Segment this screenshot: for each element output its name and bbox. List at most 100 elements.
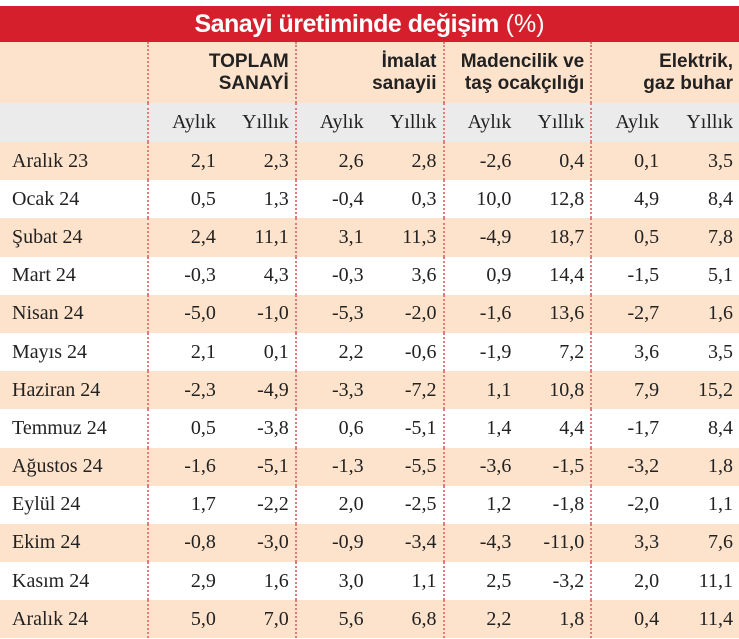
row-label: Aralık 24 — [0, 600, 148, 639]
group-header: Elektrik, gaz buhar — [590, 42, 739, 103]
value-cell: -3,2 — [552, 569, 585, 592]
value-cell: -0,3 — [147, 256, 222, 295]
value-cell: -2,0 — [369, 294, 444, 333]
value-cell: 2,4 — [147, 218, 222, 257]
subheader: Yıllık — [665, 103, 739, 142]
value-cell: -3,6 — [442, 447, 518, 486]
value-cell: -5,3 — [294, 294, 370, 333]
row-label: Eylül 24 — [12, 493, 81, 516]
value-cell: 1,4 — [442, 409, 518, 448]
row-label: Ağustos 24 — [0, 447, 148, 486]
group-header-line: TOPLAM — [208, 50, 289, 72]
data-row: Kasım 24 2,9 1,6 3,0 1,1 2,5 -3,2 2,0 11,1 — [0, 562, 739, 601]
value-cell: 1,3 — [263, 187, 289, 210]
data-row: Nisan 24 -5,0 -1,0 -5,3 -2,0 -1,6 13,6 -2,7 1,6 — [0, 294, 739, 333]
value-cell: 3,6 — [590, 332, 666, 372]
value-cell: 1,1 — [442, 371, 518, 410]
data-row: Aralık 23 2,1 2,3 2,6 2,8 -2,6 0,4 0,1 3,5 — [0, 142, 739, 181]
data-row: Ekim 24 -0,8 -3,0 -0,9 -3,4 -4,3 -11,0 3,3 7,6 — [0, 523, 739, 563]
row-label: Haziran 24 — [0, 371, 148, 410]
value-cell: -5,1 — [404, 416, 437, 439]
data-row: Eylül 24 1,7 -2,2 2,0 -2,5 1,2 -1,8 -2,0 1,1 — [0, 485, 739, 524]
row-label: Temmuz 24 — [12, 416, 107, 439]
value-cell: 0,6 — [294, 409, 370, 448]
value-cell: 10,8 — [517, 371, 592, 410]
value-cell: 1,8 — [517, 600, 592, 639]
subheader: Yıllık — [517, 103, 592, 142]
value-cell: 1,2 — [442, 485, 518, 524]
corner-cell — [0, 42, 148, 103]
group-header-line: Elektrik, — [659, 50, 733, 72]
row-label: Ocak 24 — [12, 187, 80, 210]
row-label: Mayıs 24 — [12, 340, 87, 363]
data-row: Şubat 24 2,4 11,1 3,1 11,3 -4,9 18,7 0,5 7,8 — [0, 218, 739, 257]
value-cell: 0,1 — [263, 340, 289, 363]
value-cell: 8,4 — [708, 416, 733, 439]
value-cell: 7,9 — [590, 371, 666, 410]
value-cell: -5,1 — [221, 447, 296, 486]
value-cell: -1,0 — [221, 294, 296, 333]
value-cell: 0,5 — [590, 218, 666, 257]
value-cell: 2,5 — [442, 562, 518, 601]
row-label: Ekim 24 — [0, 523, 148, 563]
value-cell: 1,8 — [665, 447, 739, 486]
value-cell: 4,3 — [263, 264, 289, 287]
value-cell: 11,3 — [369, 218, 444, 257]
value-cell: 2,3 — [221, 142, 296, 181]
value-cell: -2,2 — [257, 493, 289, 516]
subheader: Aylık — [590, 103, 666, 142]
value-cell: 0,5 — [147, 409, 222, 448]
value-cell: -1,3 — [294, 447, 370, 486]
value-cell: 3,5 — [665, 142, 739, 181]
value-cell: 11,1 — [698, 569, 733, 592]
value-cell: 0,4 — [517, 142, 592, 181]
value-cell: 1,1 — [411, 569, 437, 592]
value-cell: 5,1 — [708, 264, 733, 287]
row-label: Mart 24 — [12, 264, 76, 287]
subheader: Aylık — [294, 103, 370, 142]
value-cell: 0,4 — [590, 600, 666, 639]
group-header-line: SANAYİ — [218, 72, 289, 94]
value-cell: 15,2 — [665, 371, 739, 410]
value-cell: 18,7 — [517, 218, 592, 257]
group-header-line: sanayii — [372, 72, 437, 94]
corner-cell — [0, 103, 148, 142]
value-cell: 5,6 — [294, 600, 370, 639]
value-cell: -0,8 — [147, 523, 222, 563]
value-cell: 0,3 — [411, 187, 437, 210]
row-label: Kasım 24 — [12, 569, 90, 592]
value-cell: 3,3 — [590, 523, 666, 563]
value-cell: 0,5 — [147, 180, 222, 219]
value-cell: 2,1 — [147, 142, 222, 181]
value-cell: 0,1 — [590, 142, 666, 181]
data-row: Aralık 24 5,0 7,0 5,6 6,8 2,2 1,8 0,4 11,4 — [0, 600, 739, 639]
value-cell: -5,0 — [147, 294, 222, 333]
value-cell: -4,9 — [442, 218, 518, 257]
value-cell: 7,0 — [221, 600, 296, 639]
value-cell: -3,3 — [294, 371, 370, 410]
value-cell: 12,8 — [549, 187, 585, 210]
value-cell: 2,9 — [147, 562, 222, 601]
value-cell: -2,7 — [590, 294, 666, 333]
value-cell: 3,0 — [294, 562, 370, 601]
value-cell: 2,2 — [294, 332, 370, 372]
group-header-line: İmalat — [381, 50, 437, 72]
value-cell: -3,2 — [590, 447, 666, 486]
value-cell: -2,6 — [442, 142, 518, 181]
data-row: Mayıs 24 2,1 0,1 2,2 -0,6 -1,9 7,2 3,6 3,5 — [0, 332, 739, 372]
value-cell: 7,2 — [559, 340, 585, 363]
value-cell: 3,6 — [411, 264, 437, 287]
subheader: Yıllık — [369, 103, 444, 142]
value-cell: -1,6 — [147, 447, 222, 486]
value-cell: -1,5 — [517, 447, 592, 486]
value-cell: -5,5 — [369, 447, 444, 486]
row-label: Şubat 24 — [0, 218, 148, 257]
value-cell: -11,0 — [517, 523, 592, 563]
value-cell: -7,2 — [369, 371, 444, 410]
value-cell: -4,3 — [442, 523, 518, 563]
value-cell: 1,6 — [263, 569, 289, 592]
value-cell: 1,1 — [708, 493, 733, 516]
value-cell: 4,9 — [590, 180, 666, 219]
value-cell: -0,4 — [294, 180, 370, 219]
value-cell: 14,4 — [549, 264, 585, 287]
